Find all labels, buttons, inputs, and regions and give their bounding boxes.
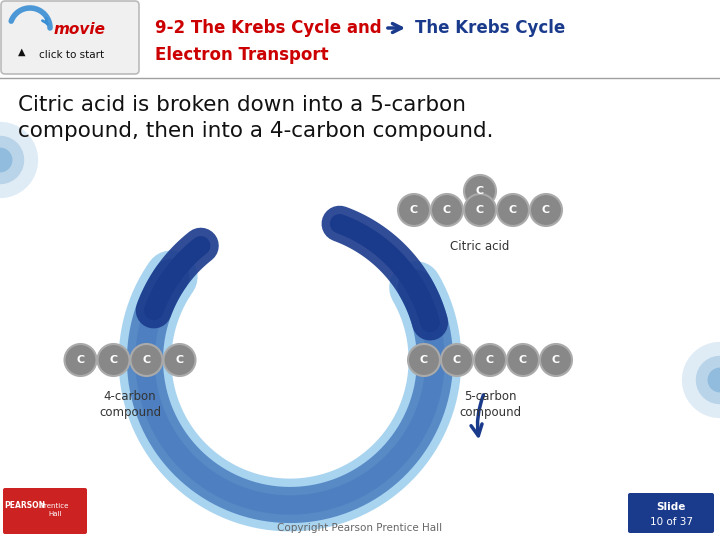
Text: C: C [420,355,428,365]
Text: C: C [176,355,184,365]
Text: Citric acid is broken down into a 5-carbon
compound, then into a 4-carbon compou: Citric acid is broken down into a 5-carb… [18,95,493,140]
Text: C: C [443,205,451,215]
Text: C: C [76,355,84,365]
Text: ▲: ▲ [18,47,26,57]
Text: 10 of 37: 10 of 37 [649,517,693,527]
Circle shape [408,344,440,376]
Circle shape [464,194,496,226]
Circle shape [530,194,562,226]
Circle shape [507,344,539,376]
Circle shape [497,194,529,226]
Text: PEARSON: PEARSON [4,501,45,510]
Text: C: C [519,355,527,365]
Circle shape [130,344,163,376]
Text: 5-carbon
compound: 5-carbon compound [459,390,521,419]
Text: Copyright Pearson Prentice Hall: Copyright Pearson Prentice Hall [277,523,443,533]
Circle shape [97,344,130,376]
Circle shape [540,344,572,376]
Text: C: C [509,205,517,215]
Circle shape [431,194,463,226]
Text: click to start: click to start [40,50,104,60]
Text: C: C [486,355,494,365]
Text: C: C [476,186,484,196]
Text: C: C [552,355,560,365]
Text: C: C [542,205,550,215]
Text: Prentice
Hall: Prentice Hall [41,503,69,516]
Text: C: C [109,355,117,365]
Text: movie: movie [54,23,106,37]
Text: C: C [476,205,484,215]
Text: C: C [453,355,461,365]
Text: C: C [410,205,418,215]
Circle shape [398,194,430,226]
Text: 4-carbon
compound: 4-carbon compound [99,390,161,419]
Circle shape [163,344,196,376]
Text: The Krebs Cycle: The Krebs Cycle [415,19,565,37]
Circle shape [464,175,496,207]
Text: Citric acid: Citric acid [450,240,510,253]
Circle shape [474,344,506,376]
Text: 9-2 The Krebs Cycle and: 9-2 The Krebs Cycle and [155,19,382,37]
Text: C: C [143,355,150,365]
Text: Slide: Slide [657,502,685,512]
FancyBboxPatch shape [1,1,139,74]
Circle shape [441,344,473,376]
FancyBboxPatch shape [3,488,87,534]
FancyBboxPatch shape [628,493,714,533]
Circle shape [65,344,96,376]
Text: Electron Transport: Electron Transport [155,46,328,64]
